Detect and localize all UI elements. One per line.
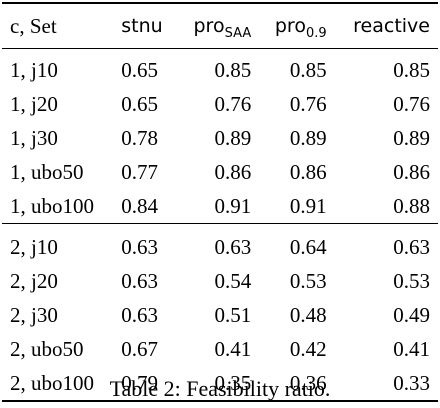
- cell-reactive: 0.89: [393, 126, 430, 150]
- cell-pro-saa: 0.76: [214, 92, 252, 116]
- header-row: c, Set stnu proSAA pro0.9 reactive: [2, 3, 438, 49]
- cell-reactive: 0.85: [393, 58, 430, 82]
- table-row: 1, j10 0.65 0.85 0.85 0.85: [2, 49, 438, 88]
- header-pro-saa: proSAA: [177, 3, 259, 49]
- cell-pro-09: 0.85: [289, 58, 327, 82]
- cell-pro-saa: 0.85: [214, 58, 252, 82]
- header-pro-09: pro0.9: [259, 3, 334, 49]
- cell-stnu: 0.65: [121, 92, 159, 116]
- cell-pro-09: 0.36: [289, 371, 327, 395]
- cell-set: 2, j10: [10, 235, 58, 259]
- cell-stnu: 0.79: [121, 371, 159, 395]
- table-row: 1, ubo100 0.84 0.91 0.91 0.88: [2, 189, 438, 224]
- cell-stnu: 0.78: [121, 126, 159, 150]
- cell-reactive: 0.76: [393, 92, 430, 116]
- cell-set: 2, ubo50: [10, 337, 84, 361]
- feasibility-table-container: c, Set stnu proSAA pro0.9 reactive 1, j1…: [2, 2, 438, 402]
- cell-pro-09: 0.91: [289, 194, 327, 218]
- table-row: 1, j30 0.78 0.89 0.89 0.89: [2, 121, 438, 155]
- cell-set: 1, j20: [10, 92, 58, 116]
- cell-stnu: 0.65: [121, 58, 159, 82]
- cell-stnu: 0.67: [121, 337, 159, 361]
- cell-set: 2, ubo100: [10, 371, 94, 395]
- cell-stnu: 0.63: [121, 303, 159, 327]
- cell-pro-09: 0.89: [289, 126, 327, 150]
- header-set: c, Set: [10, 14, 57, 38]
- cell-reactive: 0.88: [393, 194, 430, 218]
- table-caption: Table 2: Feasibility ratio.: [109, 376, 331, 401]
- cell-pro-saa: 0.51: [214, 303, 252, 327]
- cell-stnu: 0.77: [121, 160, 159, 184]
- cell-reactive: 0.63: [393, 235, 430, 259]
- header-pro-saa-base: pro: [193, 15, 225, 37]
- cell-pro-09: 0.42: [289, 337, 327, 361]
- cell-pro-saa: 0.86: [214, 160, 252, 184]
- table-row: 2, j30 0.63 0.51 0.48 0.49: [2, 298, 438, 332]
- header-pro-saa-sub: SAA: [224, 25, 252, 41]
- cell-stnu: 0.63: [121, 235, 159, 259]
- table-row: 2, j20 0.63 0.54 0.53 0.53: [2, 264, 438, 298]
- header-reactive: reactive: [353, 15, 430, 37]
- table-row: 1, j20 0.65 0.76 0.76 0.76: [2, 87, 438, 121]
- header-stnu: stnu: [121, 15, 163, 37]
- cell-reactive: 0.53: [393, 269, 430, 293]
- cell-pro-saa: 0.91: [214, 194, 252, 218]
- feasibility-table: c, Set stnu proSAA pro0.9 reactive 1, j1…: [2, 2, 438, 402]
- header-pro-09-sub: 0.9: [305, 25, 327, 41]
- table-row: 2, ubo50 0.67 0.41 0.42 0.41: [2, 332, 438, 366]
- cell-pro-saa: 0.41: [214, 337, 252, 361]
- cell-set: 2, j20: [10, 269, 58, 293]
- cell-reactive: 0.86: [393, 160, 430, 184]
- cell-pro-saa: 0.89: [214, 126, 252, 150]
- cell-reactive: 0.49: [393, 303, 430, 327]
- cell-set: 2, j30: [10, 303, 58, 327]
- table-group-1: 1, j10 0.65 0.85 0.85 0.85 1, j20 0.65 0.76 0.76…: [2, 49, 438, 224]
- cell-set: 1, ubo100: [10, 194, 94, 218]
- table-group-2: 2, j10 0.63 0.63 0.64 0.63 2, j20 0.63 0.54 0.53…: [2, 224, 438, 401]
- cell-pro-09: 0.76: [289, 92, 327, 116]
- cell-pro-09: 0.86: [289, 160, 327, 184]
- cell-pro-09: 0.48: [289, 303, 327, 327]
- cell-pro-saa: 0.54: [214, 269, 252, 293]
- cell-pro-09: 0.64: [289, 235, 327, 259]
- cell-set: 1, ubo50: [10, 160, 84, 184]
- table-header: c, Set stnu proSAA pro0.9 reactive: [2, 3, 438, 49]
- table-row: 1, ubo50 0.77 0.86 0.86 0.86: [2, 155, 438, 189]
- cell-set: 1, j30: [10, 126, 58, 150]
- cell-set: 1, j10: [10, 58, 58, 82]
- table-row: 2, j10 0.63 0.63 0.64 0.63: [2, 224, 438, 265]
- header-pro-09-base: pro: [274, 15, 306, 37]
- cell-pro-saa: 0.35: [214, 371, 252, 395]
- cell-reactive: 0.33: [393, 371, 430, 395]
- cell-pro-saa: 0.63: [214, 235, 252, 259]
- table-row: 2, ubo100 0.79 0.35 0.36 0.33: [2, 366, 438, 401]
- cell-stnu: 0.84: [121, 194, 159, 218]
- cell-pro-09: 0.53: [289, 269, 327, 293]
- cell-reactive: 0.41: [393, 337, 430, 361]
- cell-stnu: 0.63: [121, 269, 159, 293]
